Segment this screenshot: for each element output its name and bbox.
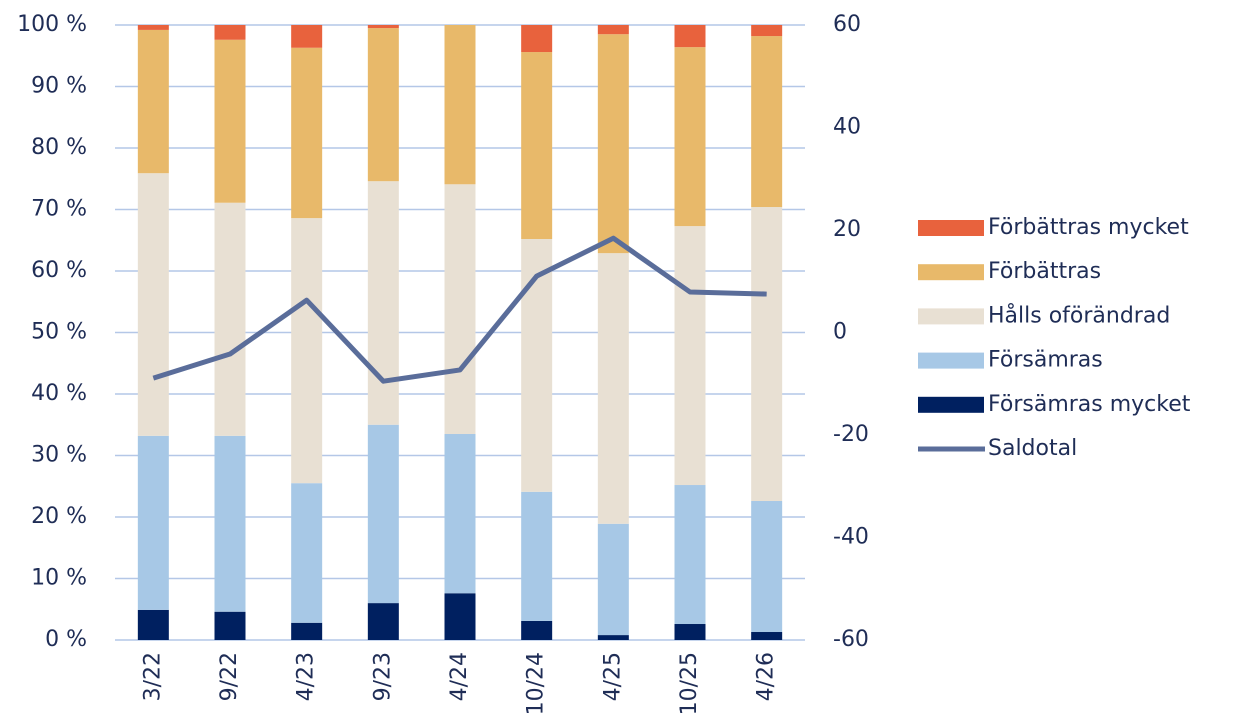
legend-swatch: [918, 264, 984, 281]
x-tick-label: 9/22: [217, 652, 242, 701]
bar-segment: [291, 622, 323, 640]
x-tick-label: 9/23: [370, 652, 395, 701]
y-tick-label: 10 %: [31, 566, 87, 591]
bar-segment: [367, 28, 399, 182]
bar-segment: [444, 433, 476, 594]
bar-segment: [597, 34, 629, 254]
legend-label: Förbättras mycket: [988, 215, 1189, 240]
bar-segment: [597, 25, 629, 35]
bar-segment: [674, 226, 706, 486]
bar-segment: [674, 25, 706, 48]
legend-swatch: [918, 352, 984, 369]
line-series: [152, 235, 767, 384]
y-tick-label: 80 %: [31, 135, 87, 160]
bar-segment: [521, 25, 553, 53]
bar-segment: [214, 611, 246, 640]
y-tick-label: 40 %: [31, 381, 87, 406]
y2-tick-label: 40: [833, 115, 861, 140]
bar-segment: [137, 25, 169, 30]
x-tick-label: 4/24: [447, 652, 472, 701]
legend-swatch: [918, 220, 984, 236]
x-tick-label: 4/23: [294, 652, 319, 701]
y-tick-label: 50 %: [31, 320, 87, 345]
legend-label: Hålls oförändrad: [988, 302, 1170, 328]
bar-segment: [597, 635, 629, 640]
y-tick-label: 30 %: [31, 443, 87, 468]
x-tick-label: 4/25: [600, 652, 625, 701]
bar-segment: [751, 36, 783, 208]
y-tick-label: 60 %: [31, 258, 87, 283]
bar-segment: [367, 424, 399, 604]
bar-segment: [674, 47, 706, 227]
bar-segment: [291, 47, 323, 219]
bar-segment: [444, 25, 476, 185]
bar-segment: [367, 25, 399, 29]
legend-label: Saldotal: [988, 436, 1077, 461]
legend-label: Försämras: [988, 348, 1103, 373]
legend-label: Försämras mycket: [988, 392, 1191, 417]
bar-segment: [674, 485, 706, 625]
bar-segment: [137, 173, 169, 436]
bar-segment: [137, 435, 169, 610]
bar-segment: [444, 184, 476, 434]
bar-segment: [214, 25, 246, 40]
legend-swatch: [918, 308, 984, 325]
y-tick-label: 100 %: [17, 12, 87, 37]
bar-segment: [137, 29, 169, 174]
bar-segment: [597, 253, 629, 524]
x-tick-label: 10/25: [677, 652, 702, 715]
bar-segment: [674, 624, 706, 640]
legend-swatch: [918, 396, 984, 413]
bar-segment: [137, 609, 169, 640]
bar-segment: [751, 501, 783, 633]
bar-segment: [521, 491, 553, 621]
bar-segment: [291, 483, 323, 623]
bar-segment: [214, 435, 246, 612]
bar-segment: [291, 25, 323, 48]
bar-segment: [521, 52, 553, 240]
bar-segment: [291, 218, 323, 484]
bar-segment: [597, 523, 629, 636]
bar-segment: [444, 593, 476, 640]
bar-segment: [214, 39, 246, 203]
y2-tick-label: 0: [833, 320, 847, 345]
x-tick-label: 10/24: [524, 652, 549, 715]
x-tick-label: 4/26: [754, 652, 779, 701]
y2-tick-label: -20: [833, 422, 869, 447]
y-tick-label: 70 %: [31, 197, 87, 222]
bar-segment: [751, 632, 783, 640]
y-tick-label: 20 %: [31, 504, 87, 529]
bar-segment: [521, 620, 553, 640]
bar-segment: [214, 202, 246, 436]
y2-tick-label: -40: [833, 525, 869, 550]
bar-segment: [367, 603, 399, 640]
x-tick-label: 3/22: [140, 652, 165, 701]
bar-segment: [751, 207, 783, 502]
y2-tick-label: 60: [833, 12, 861, 37]
bar-segment: [367, 181, 399, 425]
y2-tick-label: -60: [833, 627, 869, 652]
y-tick-label: 0 %: [45, 627, 87, 652]
bar-segment: [521, 239, 553, 492]
y2-tick-label: 20: [833, 217, 861, 242]
y-tick-label: 90 %: [31, 74, 87, 99]
legend-label: Förbättras: [988, 259, 1101, 284]
bar-segment: [751, 25, 783, 37]
